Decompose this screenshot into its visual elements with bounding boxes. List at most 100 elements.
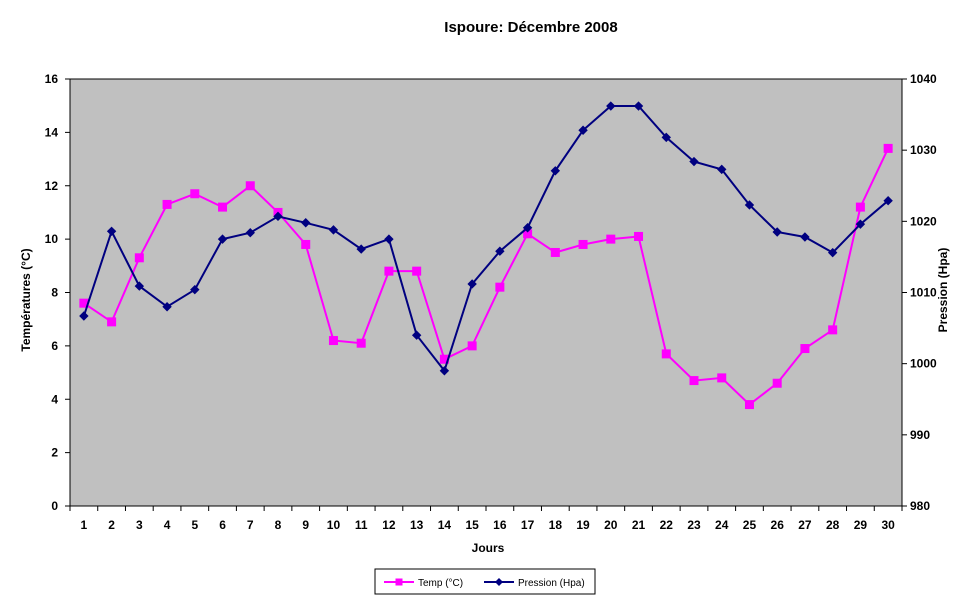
- pressure-point: [827, 247, 838, 258]
- right-tick-label: 1000: [910, 357, 937, 371]
- left-tick-label: 6: [51, 339, 58, 353]
- x-tick-label: 7: [247, 518, 254, 532]
- pressure-point: [855, 219, 866, 229]
- pressure-point: [744, 200, 755, 210]
- pressure-point: [689, 156, 699, 167]
- pressure-point: [800, 232, 810, 242]
- temp-point: [412, 266, 422, 276]
- pressure-point: [384, 234, 394, 244]
- x-tick-label: 23: [687, 518, 701, 532]
- pressure-point: [522, 223, 533, 233]
- legend-temp-label: Temp (°C): [418, 578, 463, 589]
- right-tick-label: 1030: [910, 143, 937, 157]
- x-tick-label: 21: [632, 518, 646, 532]
- legend: Temp (°C) Pression (Hpa): [374, 568, 596, 595]
- pressure-point: [134, 281, 145, 291]
- temp-point: [772, 378, 782, 388]
- temp-point: [883, 143, 893, 153]
- pressure-point: [550, 166, 561, 176]
- pressure-point: [217, 234, 228, 244]
- x-tick-label: 13: [410, 518, 424, 532]
- pressure-point: [495, 246, 505, 256]
- temp-point: [356, 338, 366, 348]
- left-tick-label: 4: [51, 392, 58, 406]
- temp-point: [717, 373, 727, 383]
- x-tick-label: 27: [798, 518, 812, 532]
- pressure-point: [439, 366, 450, 376]
- x-tick-label: 26: [771, 518, 785, 532]
- temp-point: [467, 341, 477, 351]
- x-axis: 1 2 3 4 5 6 7 8 9 10 11 12 13 14 15 16 17 18 19 20 21 22 23 24 2…: [69, 506, 903, 532]
- pressure-point: [356, 244, 366, 254]
- x-tick-label: 14: [438, 518, 452, 532]
- temp-point: [218, 202, 228, 212]
- legend-pressure-marker: [495, 578, 503, 586]
- x-tick-label: 9: [302, 518, 309, 532]
- pressure-point: [273, 211, 283, 222]
- left-tick-label: 0: [51, 499, 58, 513]
- pressure-point: [606, 101, 616, 111]
- pressure-point: [162, 302, 172, 312]
- temp-point: [550, 247, 560, 257]
- pressure-point: [883, 195, 893, 206]
- x-tick-label: 5: [191, 518, 198, 532]
- chart-title: Ispoure: Décembre 2008: [444, 19, 617, 36]
- temp-point: [744, 400, 754, 410]
- x-axis-label: Jours: [472, 541, 505, 555]
- temp-point: [328, 336, 338, 346]
- temp-point: [134, 253, 144, 263]
- left-tick-label: 8: [51, 286, 58, 300]
- right-tick-label: 1040: [910, 72, 937, 86]
- temp-point: [661, 349, 671, 359]
- x-tick-label: 22: [660, 518, 674, 532]
- x-tick-label: 24: [715, 518, 729, 532]
- right-axis: 980 990 1000 1010 1020 1030 1040: [902, 72, 937, 513]
- legend-items: Temp (°C) Pression (Hpa): [384, 578, 585, 589]
- temp-point: [245, 181, 255, 191]
- left-tick-label: 10: [45, 232, 59, 246]
- temp-point: [828, 325, 838, 335]
- temp-point: [495, 282, 505, 292]
- x-tick-label: 2: [108, 518, 115, 532]
- x-tick-label: 19: [576, 518, 590, 532]
- legend-temp-marker: [395, 578, 403, 586]
- temp-point: [190, 189, 200, 199]
- x-tick-label: 4: [164, 518, 171, 532]
- temp-point: [162, 199, 172, 209]
- temp-point: [855, 202, 865, 212]
- x-tick-label: 29: [854, 518, 868, 532]
- temp-point: [634, 231, 644, 241]
- x-tick-label: 30: [881, 518, 895, 532]
- right-tick-label: 980: [910, 499, 930, 513]
- pressure-point: [106, 226, 117, 237]
- x-tick-label: 12: [382, 518, 396, 532]
- pressure-point: [717, 164, 727, 175]
- x-tick-label: 1: [81, 518, 88, 532]
- right-tick-label: 1010: [910, 286, 937, 300]
- pressure-point: [772, 227, 782, 237]
- pressure-point: [633, 101, 644, 111]
- left-axis: 0 2 4 6 8 10 12 14 16: [45, 72, 70, 513]
- x-tick-label: 28: [826, 518, 840, 532]
- x-tick-label: 3: [136, 518, 143, 532]
- right-axis-label: Pression (Hpa): [936, 248, 950, 333]
- pressure-point: [190, 284, 200, 295]
- temp-point: [107, 317, 117, 327]
- temp-point: [800, 344, 810, 354]
- left-axis-label: Températures (°C): [19, 248, 33, 351]
- pressure-point: [245, 228, 255, 238]
- x-tick-label: 17: [521, 518, 535, 532]
- pressure-point: [79, 311, 89, 321]
- x-tick-label: 8: [275, 518, 282, 532]
- temp-point: [301, 239, 311, 249]
- temp-point: [384, 266, 394, 276]
- right-tick-label: 990: [910, 428, 930, 442]
- temp-point: [689, 376, 699, 386]
- left-tick-label: 14: [45, 125, 59, 139]
- pressure-point: [467, 279, 477, 289]
- x-tick-label: 11: [355, 518, 368, 532]
- left-tick-label: 12: [45, 179, 59, 193]
- x-tick-label: 15: [465, 518, 479, 532]
- x-tick-label: 16: [493, 518, 507, 532]
